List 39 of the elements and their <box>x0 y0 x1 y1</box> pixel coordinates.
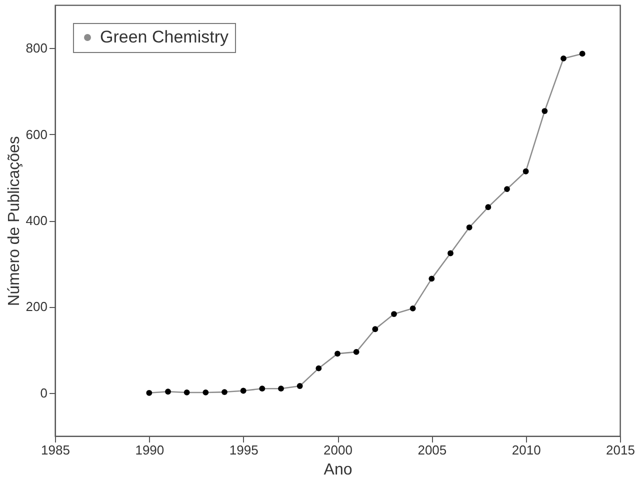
point <box>372 326 378 332</box>
point <box>410 305 416 312</box>
point <box>428 276 435 282</box>
point <box>579 50 586 57</box>
y-tick-label: 400 <box>26 213 48 228</box>
y-tick-label: 800 <box>26 40 48 56</box>
point <box>259 386 266 392</box>
point <box>448 250 454 256</box>
point <box>504 186 510 192</box>
x-tick-label: 2005 <box>418 442 447 458</box>
point <box>278 386 284 392</box>
point <box>466 224 472 230</box>
x-tick-label: 2000 <box>324 442 352 458</box>
point <box>222 389 228 395</box>
point <box>240 388 246 394</box>
point <box>202 390 209 396</box>
point <box>353 349 360 355</box>
point <box>316 365 322 372</box>
x-axis-title: Ano <box>324 462 352 478</box>
y-tick-label: 0 <box>40 385 48 400</box>
point <box>391 311 397 317</box>
x-tick-label: 2015 <box>606 442 635 458</box>
point <box>165 388 171 395</box>
point <box>184 390 190 396</box>
point <box>485 204 492 210</box>
x-tick-label: 1985 <box>41 442 70 458</box>
y-tick-label: 600 <box>26 126 48 142</box>
y-tick-label: 200 <box>26 299 48 314</box>
legend-label: Green Chemistry <box>100 28 229 46</box>
x-tick-label: 2010 <box>512 442 541 458</box>
x-tick-label: 1995 <box>229 442 258 458</box>
point <box>560 55 566 62</box>
point <box>146 390 152 396</box>
x-tick-label: 1990 <box>135 442 164 458</box>
point <box>522 168 529 174</box>
point <box>334 350 340 357</box>
y-axis-title: Número de Publicações <box>6 136 23 306</box>
point <box>296 383 303 389</box>
point <box>542 108 548 114</box>
